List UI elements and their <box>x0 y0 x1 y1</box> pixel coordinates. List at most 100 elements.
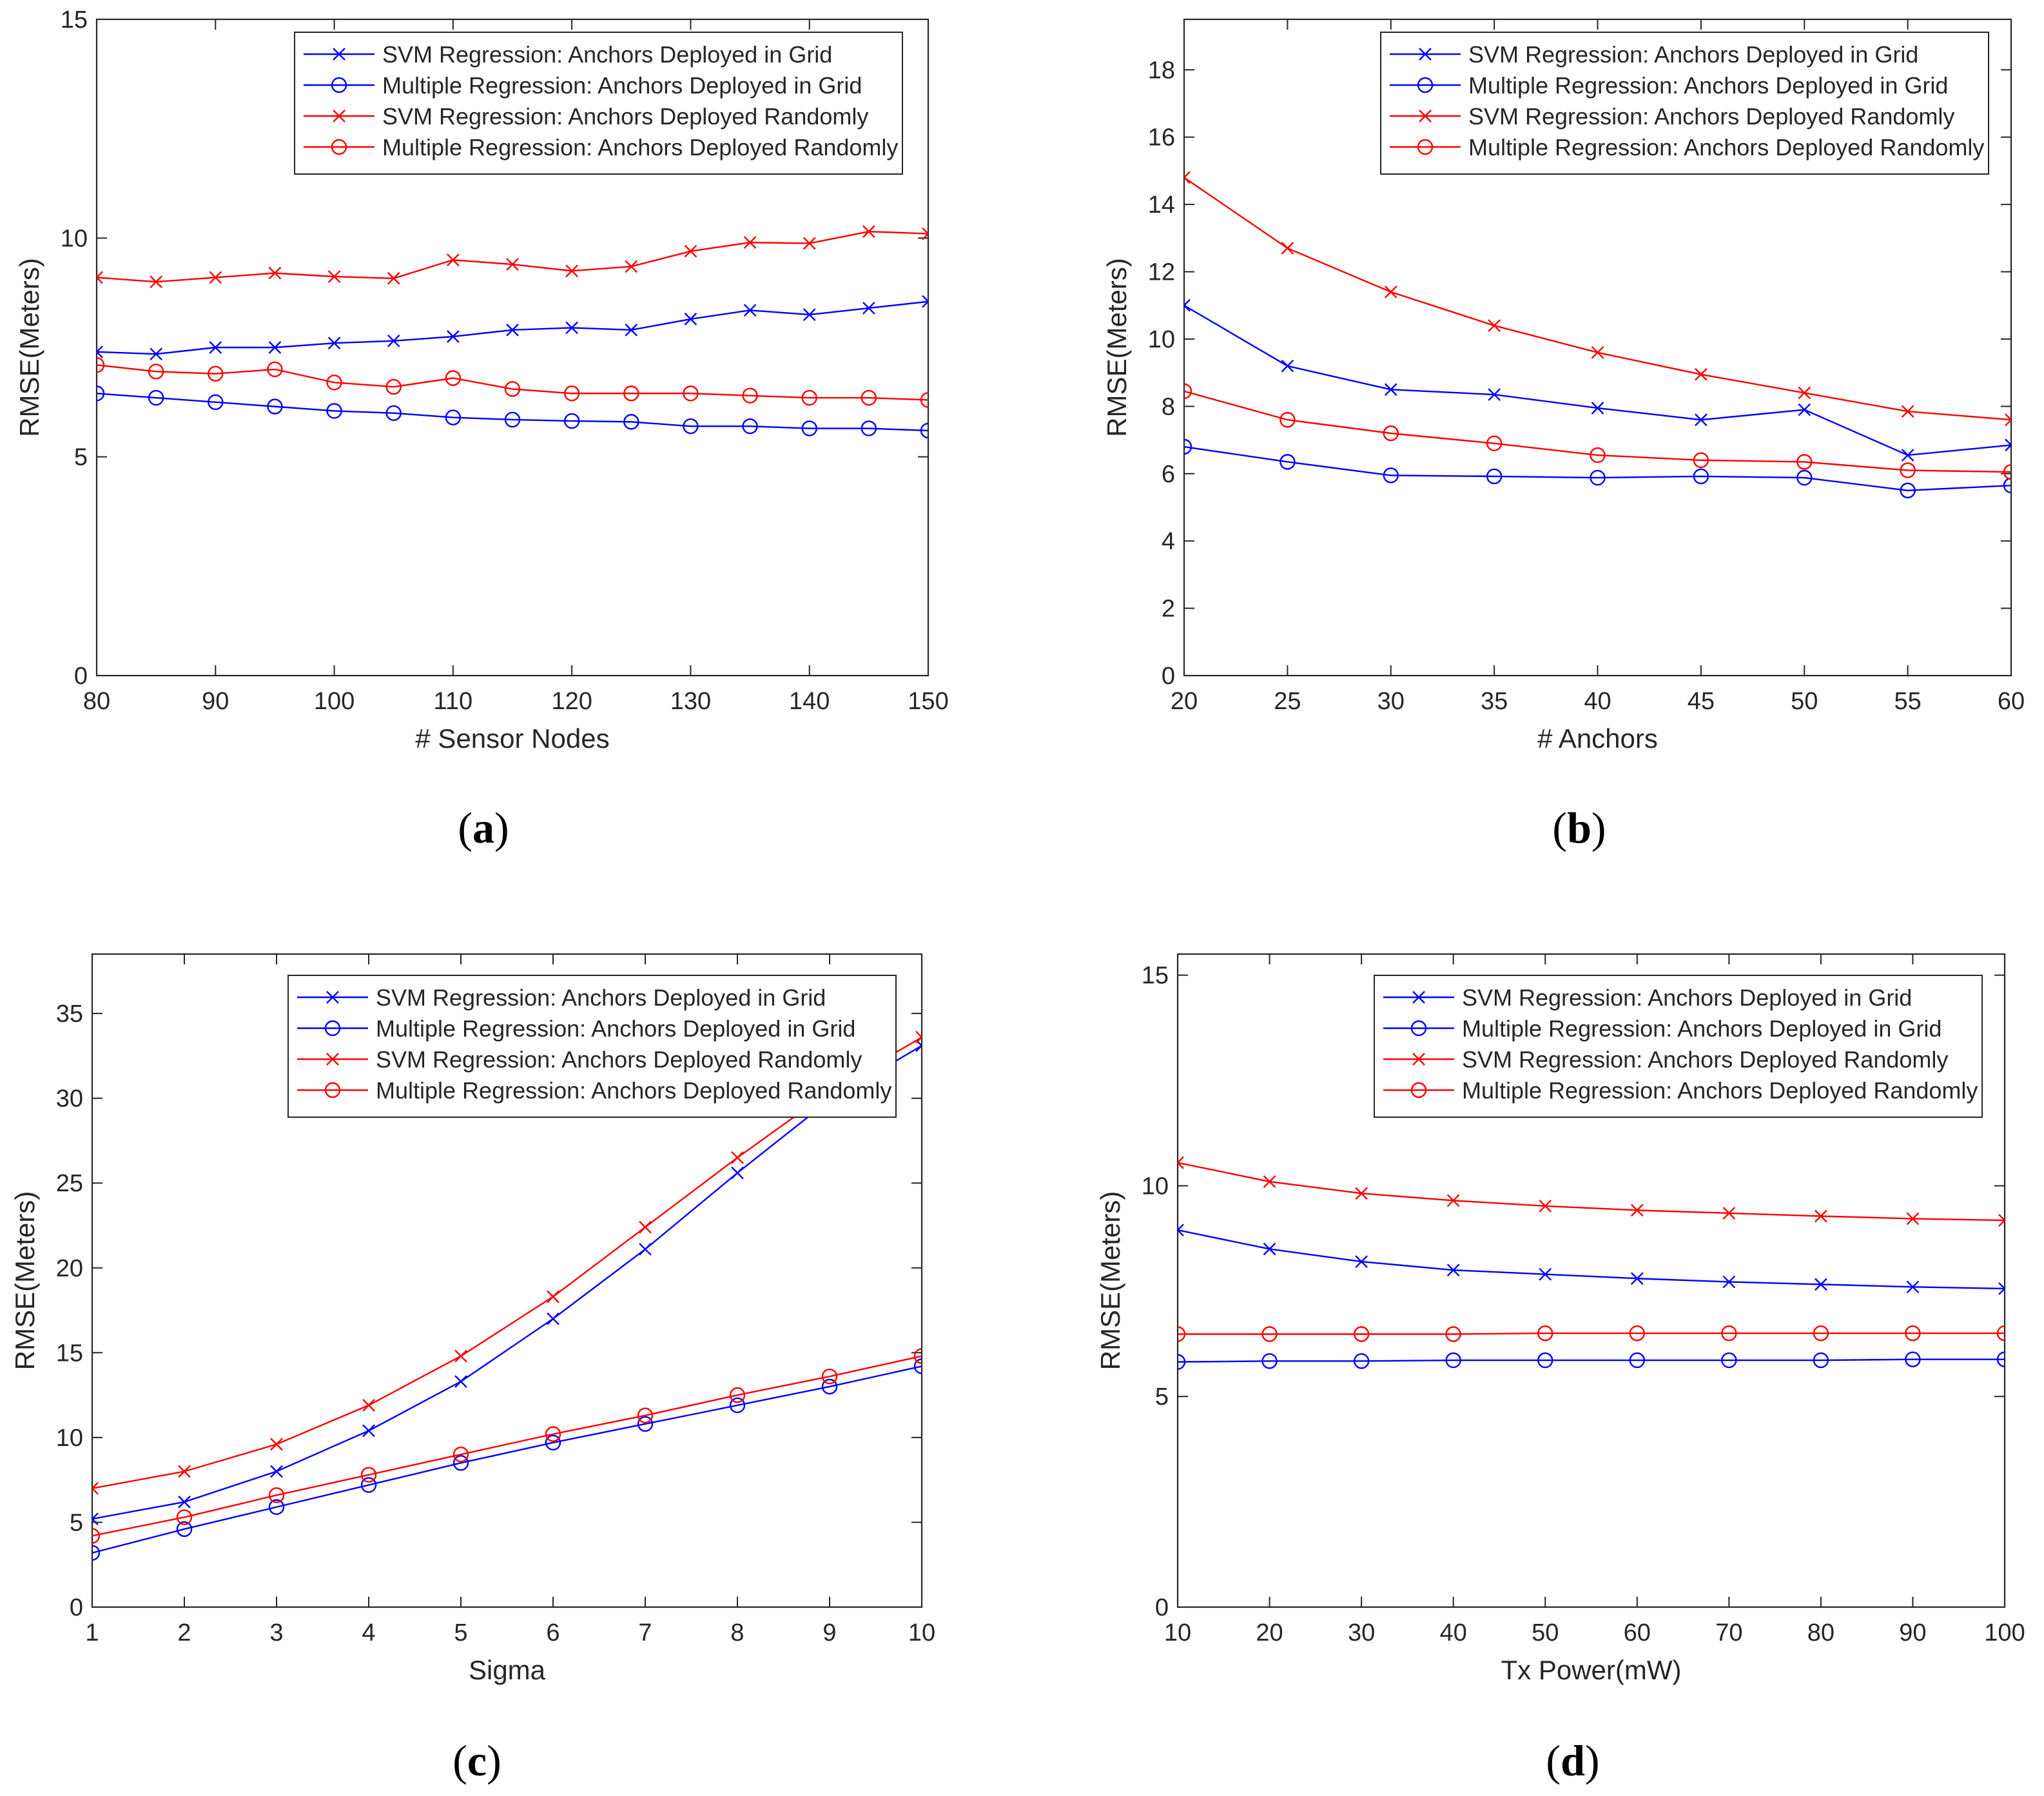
chart-c-xtick-label-5: 6 <box>546 1619 560 1646</box>
chart-d-series-2-line <box>1178 1162 2005 1222</box>
chart-c-series-1-point-4 <box>453 1455 469 1471</box>
chart-b-series-0-point-0 <box>1184 298 1191 312</box>
chart-a-series-2-point-5 <box>387 271 400 285</box>
chart-a-legend-marker-2 <box>333 110 346 122</box>
chart-d-series-2-point-0 <box>1178 1156 1184 1169</box>
chart-a-series-2-point-12 <box>803 237 816 250</box>
chart-a-series-3-point-14 <box>920 392 928 408</box>
chart-a-series-3 <box>97 356 928 408</box>
chart-a-series-1-point-9 <box>623 414 639 430</box>
chart-a-legend-marker-0 <box>333 48 346 61</box>
chart-a-series-3-point-13 <box>861 389 877 406</box>
chart-c-ytick-label-3: 15 <box>56 1340 83 1367</box>
chart-d-xtick-label-5: 60 <box>1624 1619 1651 1646</box>
chart-c-xtick-label-0: 1 <box>85 1619 99 1646</box>
chart-d-series-3-line <box>1178 1332 2005 1335</box>
chart-d-series-2 <box>1178 1156 2005 1227</box>
chart-d-legend-label-2: SVM Regression: Anchors Deployed Randoml… <box>1462 1046 1948 1073</box>
chart-b-xtick-label-1: 25 <box>1274 688 1301 715</box>
caption-a-label: a <box>472 803 494 852</box>
chart-a-series-1-point-0 <box>97 386 105 402</box>
chart-b-legend-label-1: Multiple Regression: Anchors Deployed in… <box>1468 72 1948 99</box>
chart-d-series-0-point-3 <box>1446 1264 1460 1277</box>
chart-a-series-2-point-8 <box>565 264 578 278</box>
chart-b-series-3-point-2 <box>1383 425 1399 442</box>
chart-c-legend-box <box>287 975 897 1118</box>
chart-b-ytick-label-1: 2 <box>1162 596 1175 623</box>
chart-b-series-2-point-6 <box>1798 386 1811 400</box>
chart-c-series-3-point-4 <box>453 1446 469 1463</box>
chart-d-xtick-label-4: 50 <box>1532 1619 1559 1646</box>
chart-a-series-2-point-3 <box>268 266 282 280</box>
chart-a-ytick-label-0: 0 <box>74 663 88 690</box>
chart-a-series-0-point-7 <box>506 324 519 337</box>
chart-b-series-3-point-3 <box>1486 435 1503 451</box>
chart-c-series-0-point-2 <box>270 1465 283 1478</box>
chart-d-svg: 10 20 30 40 50 60 70 80 90 100 0 5 10 15 Tx Power(mW) R… <box>1095 953 2025 1685</box>
chart-d-xtick-label-8: 90 <box>1899 1619 1926 1646</box>
chart-c-legend-label-3: Multiple Regression: Anchors Deployed Ra… <box>376 1077 891 1104</box>
chart-a-series-0-point-11 <box>743 304 757 317</box>
chart-c-ytick-label-2: 10 <box>56 1425 83 1452</box>
chart-d-xtick-label-7: 80 <box>1807 1619 1835 1646</box>
chart-b-svg: 20 25 30 35 40 45 50 55 60 0 2 4 6 8 10 12 14 16 18 # Ancho… <box>1102 18 2025 754</box>
chart-a-series-3-point-9 <box>623 386 639 402</box>
chart-d-series-0-point-5 <box>1630 1272 1644 1285</box>
chart-c-ytick-label-7: 35 <box>56 1000 83 1028</box>
chart-d-ytick-label-2: 10 <box>1142 1173 1169 1200</box>
chart-a-series-3-point-4 <box>326 375 342 391</box>
chart-a-series-1-point-5 <box>385 405 402 421</box>
chart-c-ytick-label-4: 20 <box>56 1255 83 1282</box>
chart-a-ytick-label-1: 5 <box>74 444 88 471</box>
chart-c-series-2-point-5 <box>547 1290 560 1303</box>
chart-b-ytick-label-7: 14 <box>1148 191 1175 219</box>
chart-a-legend-label-1: Multiple Regression: Anchors Deployed in… <box>382 72 862 99</box>
chart-b-ylabel: RMSE(Meters) <box>1102 258 1132 437</box>
chart-b-series-0-point-3 <box>1488 388 1501 401</box>
chart-d-series-0-point-6 <box>1722 1275 1736 1289</box>
chart-a-series-1-point-13 <box>861 420 877 436</box>
chart-d-series-2-point-9 <box>1998 1214 2005 1227</box>
chart-d-legend-marker-2 <box>1412 1053 1425 1066</box>
chart-d-series-1-point-1 <box>1261 1353 1278 1369</box>
chart-a-legend-marker-1 <box>331 77 347 93</box>
chart-b-legend-marker-3 <box>1417 139 1434 155</box>
chart-c-series-1-point-2 <box>268 1499 285 1515</box>
chart-d-series-1-point-5 <box>1629 1352 1645 1369</box>
chart-d-series-0-point-1 <box>1263 1242 1276 1256</box>
chart-c-series-2-point-0 <box>92 1481 99 1495</box>
chart-a-series-1-point-4 <box>326 403 342 419</box>
chart-d-series-2-point-6 <box>1722 1207 1736 1220</box>
chart-a-legend: SVM Regression: Anchors Deployed in Grid… <box>294 32 903 175</box>
chart-b-series-2-point-8 <box>2005 413 2011 427</box>
chart-a-legend-box <box>294 32 903 175</box>
chart-c-series-0-point-7 <box>731 1166 744 1180</box>
chart-c-series-3-point-7 <box>729 1387 746 1403</box>
chart-c-series-1-point-7 <box>729 1397 746 1414</box>
chart-b-legend-label-0: SVM Regression: Anchors Deployed in Grid <box>1468 41 1918 68</box>
chart-a-series-2-point-14 <box>922 227 928 240</box>
chart-b-ytick-label-3: 6 <box>1162 461 1175 488</box>
chart-d-series-1-point-9 <box>1996 1351 2005 1367</box>
chart-d-ytick-label-3: 15 <box>1142 962 1169 990</box>
chart-a-series-3-point-8 <box>563 386 580 402</box>
chart-b-series-1-point-0 <box>1184 438 1192 455</box>
chart-d-series-2-point-4 <box>1539 1199 1552 1213</box>
chart-d-series-1-point-3 <box>1445 1352 1461 1369</box>
chart-d-series-2-point-5 <box>1630 1204 1644 1217</box>
chart-b-series-1-point-4 <box>1590 469 1606 486</box>
chart-d-series-1-point-0 <box>1178 1354 1186 1370</box>
chart-a-series-3-point-1 <box>148 364 164 380</box>
chart-c-legend: SVM Regression: Anchors Deployed in Grid… <box>287 975 897 1118</box>
chart-b-series-1-point-7 <box>1900 482 1916 499</box>
chart-b-legend-box <box>1380 32 1989 175</box>
chart-a-series-3-line <box>97 364 928 401</box>
chart-d-series-1-point-7 <box>1813 1352 1829 1369</box>
chart-c-series-0-point-1 <box>178 1496 191 1508</box>
chart-d-xtick-label-2: 30 <box>1348 1619 1375 1646</box>
chart-a-series-0 <box>97 295 928 361</box>
chart-c-series-3-point-9 <box>913 1348 922 1364</box>
chart-d-xtick-label-6: 70 <box>1715 1619 1742 1646</box>
chart-b-legend: SVM Regression: Anchors Deployed in Grid… <box>1380 32 1989 175</box>
chart-d-series-1-point-4 <box>1537 1352 1553 1369</box>
